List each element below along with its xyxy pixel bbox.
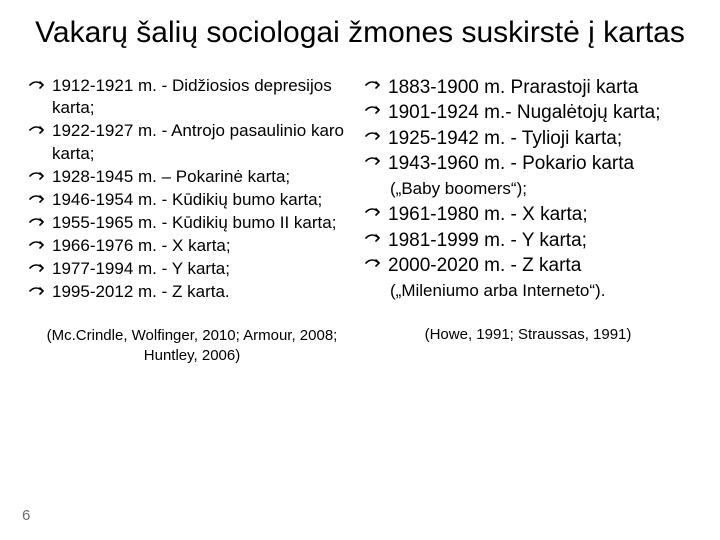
list-item: 1955-1965 m. - Kūdikių bumo II karta; bbox=[28, 212, 356, 235]
page-number: 6 bbox=[22, 507, 30, 524]
list-item: 1883-1900 m. Prarastoji karta bbox=[364, 75, 692, 101]
list-item-text: 1946-1954 m. - Kūdikių bumo karta; bbox=[52, 189, 322, 212]
list-item: 2000-2020 m. - Z karta bbox=[364, 253, 692, 279]
list-item-text: 1883-1900 m. Prarastoji karta bbox=[388, 75, 638, 101]
list-item-text: 1928-1945 m. – Pokarinė karta; bbox=[52, 166, 290, 189]
slide-title: Vakarų šalių sociologai žmones suskirstė… bbox=[28, 16, 692, 51]
bullet-icon bbox=[28, 122, 46, 136]
bullet-icon bbox=[364, 255, 382, 269]
slide: Vakarų šalių sociologai žmones suskirstė… bbox=[0, 0, 720, 540]
list-item-text: 1922-1927 m. - Antrojo pasaulinio karo k… bbox=[52, 120, 356, 166]
list-item: 1995-2012 m. - Z karta. bbox=[28, 281, 356, 304]
bullet-icon bbox=[364, 102, 382, 116]
list-item: 1928-1945 m. – Pokarinė karta; bbox=[28, 166, 356, 189]
list-item-text: 1943-1960 m. - Pokario karta bbox=[388, 151, 634, 177]
list-item-text: 2000-2020 m. - Z karta bbox=[388, 253, 581, 279]
bullet-icon bbox=[28, 77, 46, 91]
bullet-icon bbox=[28, 283, 46, 297]
list-item: 1925-1942 m. - Tylioji karta; bbox=[364, 126, 692, 152]
list-item-text: 1901-1924 m.- Nugalėtojų karta; bbox=[388, 100, 661, 126]
list-item: 1961-1980 m. - X karta; bbox=[364, 202, 692, 228]
bullet-icon bbox=[28, 214, 46, 228]
list-item: 1943-1960 m. - Pokario karta bbox=[364, 151, 692, 177]
bullet-icon bbox=[28, 237, 46, 251]
bullet-icon bbox=[364, 204, 382, 218]
left-column: 1912-1921 m. - Didžiosios depresijos kar… bbox=[28, 75, 356, 367]
right-citation: (Howe, 1991; Straussas, 1991) bbox=[364, 325, 692, 345]
list-item-text: 1925-1942 m. - Tylioji karta; bbox=[388, 126, 622, 152]
bullet-icon bbox=[364, 128, 382, 142]
left-citation: (Mc.Crindle, Wolfinger, 2010; Armour, 20… bbox=[28, 326, 356, 367]
bullet-icon bbox=[28, 191, 46, 205]
list-item: 1977-1994 m. - Y karta; bbox=[28, 258, 356, 281]
list-item-note: („Baby boomers“); bbox=[364, 178, 692, 201]
bullet-icon bbox=[364, 77, 382, 91]
list-item-text: 1995-2012 m. - Z karta. bbox=[52, 281, 230, 304]
list-item-text: 1981-1999 m. - Y karta; bbox=[388, 228, 587, 254]
list-item-note: („Mileniumo arba Interneto“). bbox=[364, 280, 692, 303]
bullet-icon bbox=[364, 230, 382, 244]
list-item: 1946-1954 m. - Kūdikių bumo karta; bbox=[28, 189, 356, 212]
list-item: 1966-1976 m. - X karta; bbox=[28, 235, 356, 258]
bullet-icon bbox=[28, 260, 46, 274]
list-item-text: 1912-1921 m. - Didžiosios depresijos kar… bbox=[52, 75, 356, 121]
list-item-text: 1977-1994 m. - Y karta; bbox=[52, 258, 230, 281]
list-item: 1901-1924 m.- Nugalėtojų karta; bbox=[364, 100, 692, 126]
list-item-text: 1966-1976 m. - X karta; bbox=[52, 235, 231, 258]
bullet-icon bbox=[28, 168, 46, 182]
right-column: 1883-1900 m. Prarastoji karta1901-1924 m… bbox=[364, 75, 692, 367]
list-item-text: 1961-1980 m. - X karta; bbox=[388, 202, 588, 228]
list-item: 1981-1999 m. - Y karta; bbox=[364, 228, 692, 254]
list-item: 1922-1927 m. - Antrojo pasaulinio karo k… bbox=[28, 120, 356, 166]
columns: 1912-1921 m. - Didžiosios depresijos kar… bbox=[28, 75, 692, 367]
list-item: 1912-1921 m. - Didžiosios depresijos kar… bbox=[28, 75, 356, 121]
list-item-text: 1955-1965 m. - Kūdikių bumo II karta; bbox=[52, 212, 336, 235]
bullet-icon bbox=[364, 153, 382, 167]
